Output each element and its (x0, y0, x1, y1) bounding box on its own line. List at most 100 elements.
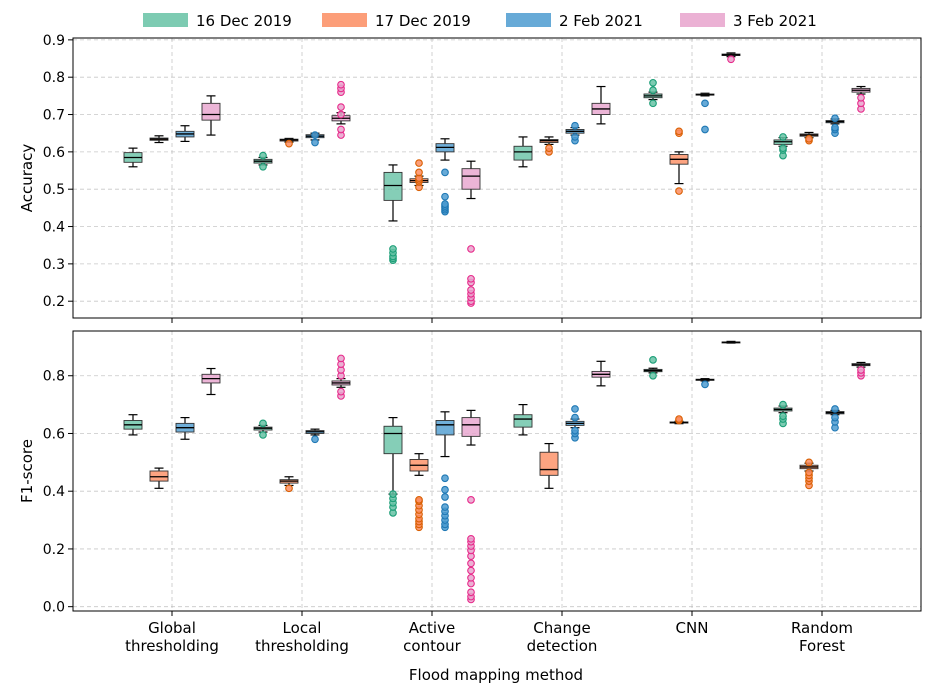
outlier-point (467, 496, 475, 504)
outlier-point (467, 566, 475, 575)
legend-swatch-16-dec-2019 (143, 13, 188, 27)
outlier-point (649, 78, 657, 87)
outlier-point (857, 93, 865, 102)
box-2-feb-2021-3 (565, 121, 585, 145)
box-iqr (461, 168, 481, 190)
box-3-feb-2021-1 (331, 354, 351, 400)
outlier-point (805, 468, 813, 477)
outlier-point (779, 144, 787, 152)
box-16-dec-2019-4 (643, 78, 663, 108)
outlier-point (467, 534, 475, 543)
outlier-point (337, 110, 345, 119)
box-2-feb-2021-0 (175, 125, 195, 143)
outlier-point (311, 435, 319, 444)
box-2-feb-2021-5 (825, 405, 845, 432)
box-16-dec-2019-1 (253, 151, 273, 171)
box-3-feb-2021-4 (721, 52, 741, 64)
box-17-dec-2019-1 (279, 476, 299, 493)
y-tick-label: 0.8 (43, 369, 65, 385)
box-17-dec-2019-5 (799, 131, 819, 145)
outlier-point (415, 159, 423, 167)
box-17-dec-2019-4 (669, 415, 689, 425)
outlier-point (649, 371, 657, 380)
box-3-feb-2021-0 (201, 367, 221, 396)
outlier-point (441, 485, 449, 494)
box-17-dec-2019-3 (539, 442, 559, 489)
outlier-point (467, 274, 475, 283)
outlier-point (337, 354, 345, 363)
outlier-point (259, 162, 267, 171)
box-17-dec-2019-2 (409, 453, 429, 532)
outlier-point (389, 490, 397, 498)
x-tick-label-line: thresholding (125, 637, 219, 655)
box-3-feb-2021-5 (851, 85, 871, 113)
x-tick-label: Change detection (527, 619, 598, 655)
box-3-feb-2021-3 (591, 85, 611, 125)
outlier-point (701, 125, 709, 134)
box-17-dec-2019-0 (149, 135, 169, 144)
outlier-point (259, 151, 267, 160)
box-16-dec-2019-1 (253, 419, 273, 439)
outlier-point (389, 245, 397, 253)
outlier-point (467, 559, 475, 568)
legend: 16 Dec 2019 17 Dec 2019 2 Feb 2021 3 Feb 20… (143, 12, 817, 30)
box-2-feb-2021-2 (435, 138, 455, 216)
x-tick-label-line: Active (409, 619, 455, 637)
plot-frame (72, 37, 922, 319)
box-3-feb-2021-3 (591, 360, 611, 387)
outlier-point (675, 127, 683, 136)
outlier-point (467, 573, 475, 582)
outlier-point (415, 496, 423, 504)
outlier-point (649, 86, 657, 95)
outlier-point (259, 419, 267, 428)
outlier-point (441, 503, 449, 511)
box-16-dec-2019-2 (383, 164, 403, 264)
outlier-point (441, 474, 449, 483)
accuracy-panel: 0.2 0.3 0.4 0.5 0.6 0.7 0.8 0.9 Accuracy (18, 33, 922, 323)
box-17-dec-2019-1 (279, 137, 299, 148)
box-iqr (149, 470, 169, 482)
outlier-point (311, 138, 319, 147)
outlier-point (727, 55, 735, 64)
y-axis-label: F1-score (18, 439, 36, 503)
box-iqr (513, 145, 533, 161)
box-2-feb-2021-3 (565, 405, 585, 442)
outlier-point (337, 80, 345, 89)
y-tick-label: 0.9 (43, 33, 65, 49)
box-16-dec-2019-5 (773, 400, 793, 428)
outlier-point (779, 412, 787, 421)
box-17-dec-2019-3 (539, 136, 559, 156)
box-16-dec-2019-3 (513, 136, 533, 168)
outlier-point (467, 245, 475, 253)
outlier-point (441, 493, 449, 501)
box-3-feb-2021-2 (461, 160, 481, 307)
outlier-point (831, 405, 839, 413)
outlier-point (285, 484, 293, 493)
box-2-feb-2021-1 (305, 131, 325, 147)
outlier-point (831, 123, 839, 132)
box-iqr (513, 414, 533, 428)
box-16-dec-2019-2 (383, 416, 403, 517)
plot-frame (72, 330, 922, 612)
box-17-dec-2019-0 (149, 467, 169, 489)
legend-swatch-2-feb-2021 (506, 13, 551, 27)
legend-label-17-dec-2019: 17 Dec 2019 (375, 12, 471, 30)
outlier-point (571, 405, 579, 413)
outlier-point (467, 588, 475, 597)
x-tick-label: CNN (676, 619, 709, 637)
y-tick-label: 0.4 (43, 484, 65, 500)
box-2-feb-2021-5 (825, 114, 845, 138)
x-tick-label-line: Change (533, 619, 590, 637)
x-tick-label-line: detection (527, 637, 598, 655)
box-iqr (201, 102, 221, 121)
y-tick-label: 0.2 (43, 294, 65, 310)
y-tick-label: 0.5 (43, 182, 65, 198)
box-3-feb-2021-2 (461, 409, 481, 604)
x-tick-label-line: Random (791, 619, 853, 637)
box-3-feb-2021-0 (201, 95, 221, 136)
outlier-point (857, 366, 865, 374)
legend-label-3-feb-2021: 3 Feb 2021 (733, 12, 817, 30)
x-tick-label-line: contour (403, 637, 461, 655)
x-tick-label: Random Forest (791, 619, 853, 655)
box-16-dec-2019-0 (123, 414, 143, 436)
